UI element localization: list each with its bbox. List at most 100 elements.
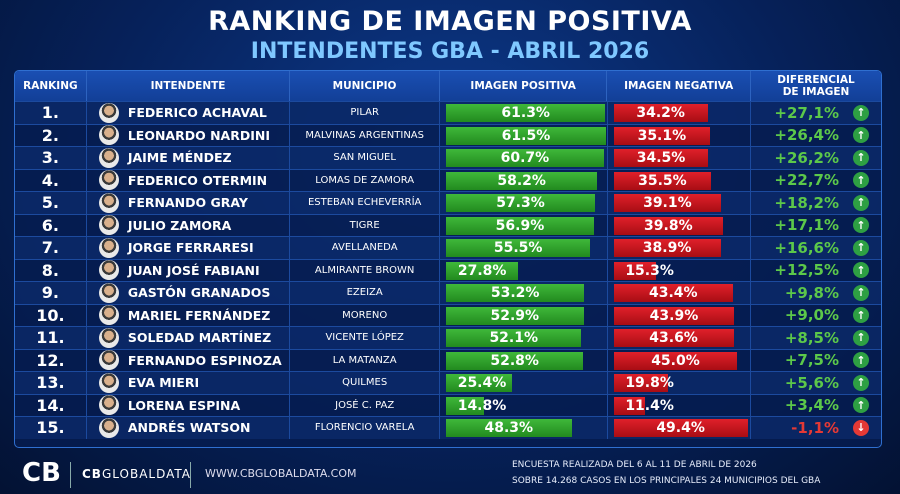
header-ranking: RANKING	[15, 71, 87, 101]
negative-label: 15.3%	[625, 262, 674, 279]
negative-cell: 39.1%	[608, 192, 752, 214]
positive-cell: 60.7%	[440, 147, 608, 169]
arrow-up-icon: ↑	[852, 329, 869, 346]
negative-cell: 15.3%	[608, 259, 752, 281]
diferencial-value: +27,1%	[774, 103, 839, 122]
positive-bar	[446, 419, 572, 437]
survey-note-2: SOBRE 14.268 CASOS EN LOS PRINCIPALES 24…	[512, 476, 821, 486]
positive-cell: 55.5%	[440, 237, 608, 259]
diferencial-value: +8,5%	[784, 328, 839, 347]
negative-cell: 45.0%	[608, 349, 752, 371]
negative-cell: 35.5%	[608, 169, 752, 191]
diferencial-cell: +8,5% ↑	[751, 327, 881, 349]
header-municipio: MUNICIPIO	[290, 71, 440, 101]
positive-bar	[446, 351, 584, 370]
diferencial-cell: -1,1% ↓	[751, 417, 881, 439]
positive-cell: 14.8%	[440, 394, 608, 416]
negative-cell: 34.2%	[608, 102, 752, 124]
municipio: EZEIZA	[290, 282, 440, 304]
diferencial-cell: +7,5% ↑	[751, 350, 881, 372]
negative-label: 35.5%	[638, 172, 687, 189]
municipio: MALVINAS ARGENTINAS	[290, 124, 440, 146]
intendente-name: FERNANDO ESPINOZA	[127, 352, 282, 368]
negative-bar	[613, 194, 722, 212]
diferencial-value: +26,4%	[774, 126, 839, 145]
positive-cell: 53.2%	[440, 282, 608, 304]
municipio: ALMIRANTE BROWN	[290, 259, 440, 281]
intendente-name: JUAN JOSÉ FABIANI	[127, 262, 260, 278]
positive-cell: 48.3%	[440, 417, 608, 439]
diferencial-cell: +5,6% ↑	[751, 372, 881, 394]
negative-bar	[613, 419, 748, 437]
avatar	[98, 327, 119, 348]
positive-label: 27.8%	[457, 262, 507, 279]
municipio: FLORENCIO VARELA	[290, 417, 440, 439]
footer: CB CBGLOBALDATA WWW.CBGLOBALDATA.COM ENC…	[0, 456, 900, 494]
positive-label: 52.9%	[490, 307, 540, 324]
negative-label: 43.9%	[649, 307, 699, 324]
diferencial-value: -1,1%	[791, 418, 839, 437]
avatar	[98, 350, 119, 371]
arrow-up-icon: ↑	[852, 172, 869, 189]
negative-bar	[613, 306, 735, 325]
municipio: MORENO	[290, 304, 440, 326]
negative-bar	[613, 171, 712, 190]
table-row: 4. FEDERICO OTERMIN LOMAS DE ZAMORA 58.2…	[15, 168, 881, 191]
positive-cell: 57.3%	[440, 192, 608, 214]
positive-cell: 27.8%	[440, 259, 608, 281]
diferencial-cell: +18,2% ↑	[751, 192, 881, 214]
avatar	[98, 192, 119, 213]
intendente-name: FEDERICO ACHAVAL	[127, 105, 267, 121]
positive-cell: 52.9%	[440, 304, 608, 326]
positive-bar	[446, 216, 594, 235]
rank: 14.	[15, 394, 87, 416]
positive-bar	[446, 261, 519, 280]
positive-bar	[446, 329, 582, 347]
rank: 6.	[15, 214, 87, 236]
rank: 8.	[15, 259, 87, 281]
intendente-name: JULIO ZAMORA	[127, 217, 232, 233]
positive-bar	[446, 126, 606, 145]
municipio: QUILMES	[290, 372, 440, 394]
intendente-cell: JORGE FERRARESI	[87, 237, 291, 259]
survey-note-1: ENCUESTA REALIZADA DEL 6 AL 11 DE ABRIL …	[512, 460, 757, 470]
diferencial-value: +22,7%	[774, 171, 839, 190]
diferencial-cell: +9,0% ↑	[751, 305, 881, 327]
negative-bar	[613, 104, 708, 122]
diferencial-cell: +26,4% ↑	[751, 125, 881, 147]
negative-cell: 43.9%	[608, 304, 752, 326]
positive-bar	[446, 104, 606, 122]
municipio: PILAR	[290, 102, 440, 124]
avatar	[98, 282, 119, 303]
intendente-name: EVA MIERI	[127, 375, 200, 391]
avatar	[98, 395, 119, 416]
avatar	[98, 372, 119, 393]
arrow-up-icon: ↑	[852, 127, 869, 144]
intendente-name: FEDERICO OTERMIN	[127, 172, 268, 188]
negative-bar	[613, 216, 724, 235]
table-row: 8. JUAN JOSÉ FABIANI ALMIRANTE BROWN 27.…	[15, 258, 881, 281]
table-header: RANKING INTENDENTE MUNICIPIO IMAGEN POSI…	[15, 71, 881, 101]
positive-label: 61.3%	[501, 105, 550, 121]
positive-label: 61.5%	[501, 127, 551, 144]
avatar	[98, 305, 119, 326]
intendente-name: FERNANDO GRAY	[127, 195, 248, 211]
positive-cell: 25.4%	[440, 372, 608, 394]
rank: 10.	[15, 304, 87, 326]
avatar	[98, 102, 119, 123]
diferencial-value: +3,4%	[784, 396, 839, 415]
positive-label: 14.8%	[457, 397, 507, 414]
intendente-cell: FERNANDO ESPINOZA	[87, 349, 291, 371]
negative-label: 49.4%	[656, 420, 705, 436]
positive-label: 52.8%	[490, 352, 539, 369]
positive-bar	[446, 374, 513, 392]
website-link[interactable]: WWW.CBGLOBALDATA.COM	[205, 467, 357, 480]
municipio: TIGRE	[290, 214, 440, 236]
negative-bar	[613, 351, 738, 370]
negative-bar	[613, 329, 734, 347]
arrow-up-icon: ↑	[852, 374, 869, 391]
positive-bar	[446, 194, 595, 212]
page-title: RANKING DE IMAGEN POSITIVA	[208, 6, 692, 37]
arrow-up-icon: ↑	[852, 307, 869, 324]
table-row: 11. SOLEDAD MARTÍNEZ VICENTE LÓPEZ 52.1%…	[15, 326, 881, 349]
